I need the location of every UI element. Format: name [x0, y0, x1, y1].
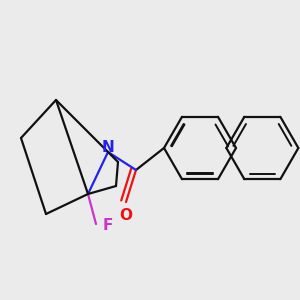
- Text: O: O: [119, 208, 133, 224]
- Text: N: N: [102, 140, 114, 155]
- Text: F: F: [103, 218, 113, 233]
